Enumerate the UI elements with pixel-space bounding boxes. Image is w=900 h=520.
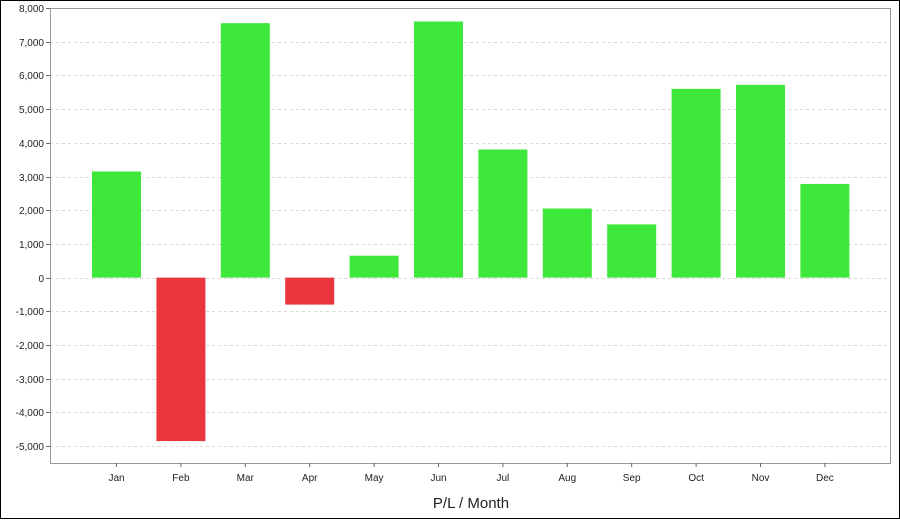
bar-oct: [671, 88, 721, 278]
plot-area: [50, 8, 891, 464]
y-tick-label: 3,000: [19, 173, 44, 184]
bar-jan: [92, 171, 141, 278]
x-tick-label: Oct: [688, 473, 704, 484]
y-tick-label: 8,000: [19, 4, 44, 15]
bar-nov: [736, 84, 785, 278]
y-tick-label: -5,000: [16, 442, 45, 453]
x-axis: Jan Feb Mar Apr May Jun Jul Aug Sep Oct Nov Dec: [108, 463, 834, 484]
x-tick-label: Apr: [302, 473, 318, 484]
bar-may: [349, 255, 399, 278]
y-tick-label: -1,000: [16, 307, 45, 318]
bar-mar: [220, 23, 270, 278]
y-tick-label: 0: [38, 274, 44, 285]
y-tick-label: 7,000: [19, 38, 44, 49]
y-tick-label: -4,000: [16, 408, 45, 419]
x-tick-label: May: [365, 473, 384, 484]
y-tick-label: 1,000: [19, 240, 44, 251]
y-tick-label: -3,000: [16, 375, 45, 386]
x-axis-title: P/L / Month: [433, 495, 509, 512]
x-tick-label: Aug: [558, 473, 576, 484]
bar-feb: [156, 277, 206, 442]
x-tick-label: Feb: [172, 473, 190, 484]
y-tick-label: -2,000: [16, 341, 45, 352]
x-tick-label: Dec: [816, 473, 834, 484]
bar-apr: [285, 277, 335, 305]
y-tick-label: 4,000: [19, 139, 44, 150]
x-tick-label: Jan: [108, 473, 124, 484]
y-tick-label: 5,000: [19, 105, 44, 116]
bar-jun: [414, 21, 463, 278]
bars: [92, 21, 850, 442]
x-tick-label: Nov: [752, 473, 770, 484]
x-tick-label: Mar: [237, 473, 255, 484]
y-tick-label: 2,000: [19, 206, 44, 217]
x-tick-label: Jul: [497, 473, 510, 484]
bar-jul: [478, 149, 528, 278]
x-tick-label: Jun: [430, 473, 446, 484]
bar-sep: [607, 224, 657, 278]
bar-dec: [800, 183, 850, 278]
bar-aug: [542, 208, 592, 278]
y-axis: 8,000 7,000 6,000 5,000 4,000 3,000 2,000 1,000…: [16, 4, 50, 453]
x-tick-label: Sep: [623, 473, 641, 484]
y-tick-label: 6,000: [19, 71, 44, 82]
